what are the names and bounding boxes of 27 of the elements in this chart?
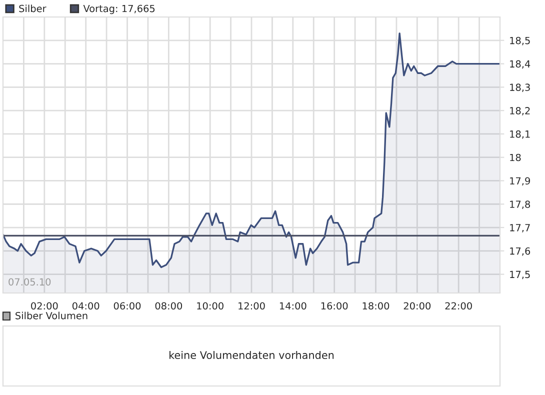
legend-label: Vortag: 17,665 xyxy=(83,4,155,14)
y-tick-label: 18,2 xyxy=(510,107,530,116)
y-tick-label: 18,4 xyxy=(510,60,530,69)
x-tick-label: 06:00 xyxy=(114,302,141,310)
y-tick-label: 17,8 xyxy=(510,200,530,209)
y-tick-label: 18,1 xyxy=(510,130,530,139)
y-tick-label: 17,5 xyxy=(510,270,530,280)
x-tick-label: 04:00 xyxy=(72,302,100,310)
y-tick-label: 17,7 xyxy=(510,224,530,232)
x-tick-label: 22:00 xyxy=(445,302,472,310)
legend-label: Silber xyxy=(19,4,46,12)
x-tick-label: 10:00 xyxy=(197,302,224,310)
y-tick-label: 18 xyxy=(510,154,521,162)
y-tick-label: 18,5 xyxy=(510,36,530,46)
x-tick-label: 02:00 xyxy=(31,302,58,310)
text: Silber Volumen xyxy=(16,312,88,320)
x-tick-label: 12:00 xyxy=(238,302,265,310)
x-tick-label: 18:00 xyxy=(362,302,390,310)
x-tick-label: 20:00 xyxy=(404,302,431,310)
x-tick-label: 16:00 xyxy=(321,302,348,310)
x-tick-label: 14:00 xyxy=(280,302,306,310)
text: keine Volumendaten vorhanden xyxy=(170,350,334,360)
y-tick-label: 17,9 xyxy=(510,177,530,186)
y-tick-label: 17,6 xyxy=(510,247,530,256)
y-tick-label: 18,3 xyxy=(510,84,530,92)
annotation: 07.05.10 xyxy=(8,278,51,286)
x-tick-label: 08:00 xyxy=(155,302,182,310)
